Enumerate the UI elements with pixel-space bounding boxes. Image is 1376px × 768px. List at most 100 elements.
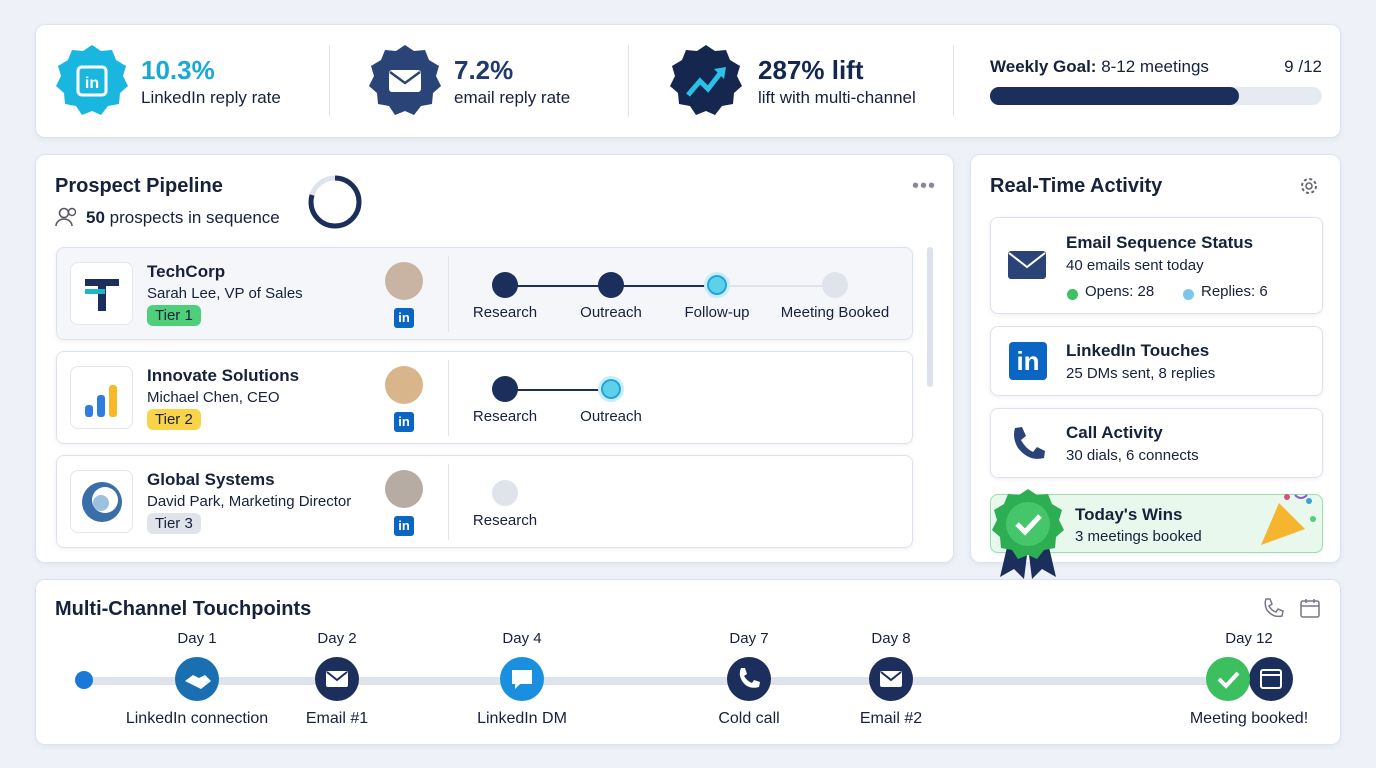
prospect-row[interactable]: TechCorp Sarah Lee, VP of Sales Tier 1 i… — [56, 247, 913, 340]
decoration — [512, 670, 532, 689]
decoration — [1206, 657, 1250, 701]
card-detail: 25 DMs sent, 8 replies — [1066, 365, 1216, 382]
decoration — [739, 668, 760, 688]
decoration — [389, 70, 421, 85]
linkedin-icon[interactable]: in — [394, 412, 414, 432]
prospect-count: 50 prospects in sequence — [86, 208, 280, 228]
goal-progress-bar — [990, 87, 1239, 105]
stat-label: lift with multi-channel — [758, 88, 916, 107]
step-label: LinkedIn DM — [477, 710, 567, 727]
linkedin-card[interactable]: in LinkedIn Touches 25 DMs sent, 8 repli… — [990, 326, 1323, 396]
stage: Outreach — [580, 304, 642, 321]
decoration — [1306, 498, 1312, 504]
prospect-row[interactable]: Global Systems David Park, Marketing Dir… — [56, 455, 913, 548]
decoration — [75, 671, 93, 689]
stat-value: 7.2% — [454, 55, 514, 85]
card-detail: 3 meetings booked — [1075, 528, 1202, 545]
decoration — [175, 657, 219, 701]
decoration — [308, 175, 362, 229]
more-menu[interactable]: ••• — [912, 175, 937, 197]
goal-text: Weekly Goal: 8-12 meetings — [990, 57, 1209, 77]
decoration — [1249, 657, 1293, 701]
avatar — [385, 262, 423, 300]
decoration — [1217, 671, 1240, 689]
award-badge — [992, 489, 1064, 579]
stage: Outreach — [580, 408, 642, 425]
phone-icon[interactable] — [1262, 597, 1284, 619]
decoration — [85, 405, 93, 417]
decoration — [717, 285, 835, 287]
card-title: LinkedIn Touches — [1066, 341, 1210, 360]
decoration — [880, 671, 902, 682]
decoration — [389, 70, 421, 92]
calls-card[interactable]: Call Activity 30 dials, 6 connects — [990, 408, 1323, 478]
count: 50 — [86, 208, 105, 227]
decoration — [727, 657, 771, 701]
card-title: Today's Wins — [1075, 505, 1183, 524]
decoration — [1217, 671, 1240, 689]
decoration — [326, 671, 348, 682]
decoration — [1294, 494, 1308, 499]
decoration — [1008, 251, 1046, 279]
day: Day 8 — [871, 630, 911, 647]
pipeline-title: Prospect Pipeline — [55, 175, 223, 197]
decoration — [1067, 289, 1078, 300]
settings-icon[interactable] — [1298, 175, 1320, 197]
stat-label: email reply rate — [454, 88, 571, 107]
goal-track — [990, 87, 1322, 105]
day: Day 7 — [729, 630, 769, 647]
card-title: Email Sequence Status — [1066, 233, 1254, 252]
linkedin-icon[interactable]: in — [394, 308, 414, 328]
decoration — [58, 207, 70, 219]
goal-label: Weekly Goal: — [990, 57, 1097, 76]
email-badge — [369, 45, 441, 115]
prospect-row[interactable]: Innovate Solutions Michael Chen, CEO Tie… — [56, 351, 913, 444]
step-label: Cold call — [718, 710, 780, 727]
avatar — [385, 470, 423, 508]
email-status-card[interactable]: Email Sequence Status 40 emails sent tod… — [990, 217, 1323, 314]
decoration — [448, 256, 449, 332]
decoration: in — [1009, 342, 1047, 380]
decoration — [85, 289, 105, 294]
activity-card: Real-Time Activity Email Sequence Status… — [970, 154, 1341, 579]
decoration — [109, 385, 117, 417]
decoration — [1008, 251, 1046, 279]
decoration — [448, 464, 449, 540]
decoration — [185, 675, 211, 689]
scrollbar[interactable] — [927, 247, 933, 387]
pipeline-card: Prospect Pipeline 50 prospects in sequen… — [35, 154, 954, 563]
decoration — [822, 272, 848, 298]
decoration — [448, 360, 449, 436]
decoration: in — [85, 75, 99, 92]
stage: Meeting Booked — [780, 304, 890, 321]
activity-title: Real-Time Activity — [990, 175, 1163, 197]
opens: Opens: 28 — [1085, 283, 1155, 300]
decoration — [98, 279, 106, 311]
decoration — [326, 671, 348, 687]
decoration — [512, 670, 532, 689]
goal-target: 8-12 meetings — [1101, 57, 1209, 76]
stat-label: LinkedIn reply rate — [141, 88, 281, 107]
decoration — [1301, 178, 1317, 194]
decoration — [1260, 669, 1282, 689]
decoration — [1260, 669, 1282, 689]
decoration — [492, 272, 518, 298]
calendar-icon[interactable] — [1299, 597, 1321, 619]
decoration — [670, 45, 742, 115]
decoration — [85, 385, 117, 417]
stats-card: in 10.3% LinkedIn reply rate 7.2% email … — [35, 24, 1341, 138]
decoration — [1008, 252, 1046, 269]
linkedin-icon[interactable]: in — [394, 516, 414, 536]
decoration — [1284, 494, 1290, 500]
decoration — [704, 272, 730, 298]
decoration — [1014, 427, 1045, 459]
stage: Research — [472, 512, 538, 529]
card-detail: 30 dials, 6 connects — [1066, 447, 1199, 464]
decoration — [76, 65, 108, 97]
lift-badge — [670, 45, 742, 115]
decoration — [505, 285, 835, 287]
decoration — [505, 389, 611, 391]
progress-ring — [308, 175, 362, 229]
